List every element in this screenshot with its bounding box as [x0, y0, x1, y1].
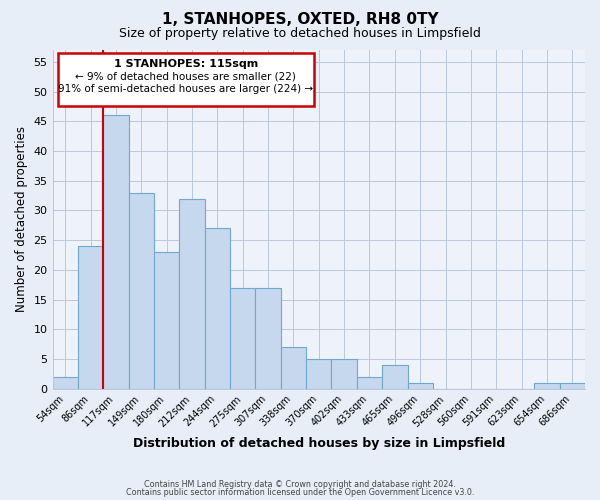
Text: 1, STANHOPES, OXTED, RH8 0TY: 1, STANHOPES, OXTED, RH8 0TY [161, 12, 439, 28]
Text: ← 9% of detached houses are smaller (22): ← 9% of detached houses are smaller (22) [75, 72, 296, 82]
Bar [179, 198, 205, 389]
Text: 1 STANHOPES: 115sqm: 1 STANHOPES: 115sqm [113, 59, 258, 69]
Bar [53, 377, 78, 389]
FancyBboxPatch shape [58, 53, 314, 106]
Bar [103, 116, 128, 389]
Text: Size of property relative to detached houses in Limpsfield: Size of property relative to detached ho… [119, 28, 481, 40]
Bar [306, 359, 331, 389]
Bar [357, 377, 382, 389]
Bar [331, 359, 357, 389]
Text: 91% of semi-detached houses are larger (224) →: 91% of semi-detached houses are larger (… [58, 84, 313, 94]
Bar [205, 228, 230, 389]
Bar [534, 383, 560, 389]
Text: Contains public sector information licensed under the Open Government Licence v3: Contains public sector information licen… [126, 488, 474, 497]
Y-axis label: Number of detached properties: Number of detached properties [15, 126, 28, 312]
Bar [78, 246, 103, 389]
Bar [382, 365, 407, 389]
Text: Contains HM Land Registry data © Crown copyright and database right 2024.: Contains HM Land Registry data © Crown c… [144, 480, 456, 489]
X-axis label: Distribution of detached houses by size in Limpsfield: Distribution of detached houses by size … [133, 437, 505, 450]
Bar [230, 288, 256, 389]
Bar [407, 383, 433, 389]
Bar [256, 288, 281, 389]
Bar [560, 383, 585, 389]
Bar [154, 252, 179, 389]
Bar [128, 192, 154, 389]
Bar [281, 347, 306, 389]
